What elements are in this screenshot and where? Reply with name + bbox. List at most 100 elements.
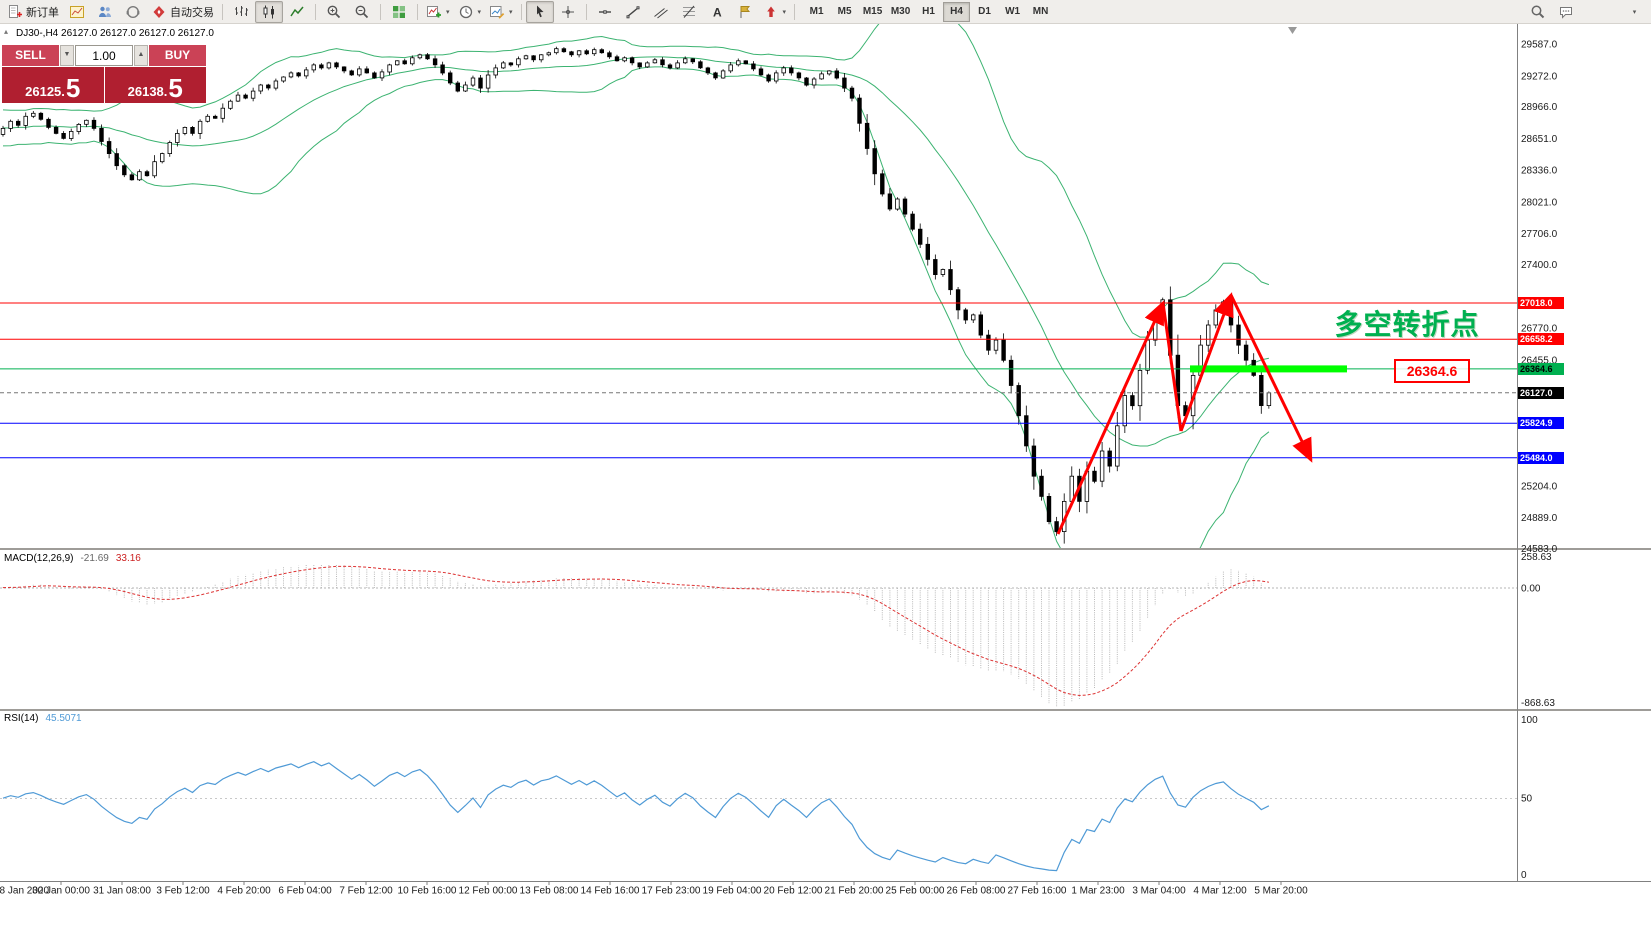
line-chart-icon: [290, 6, 304, 16]
symbol-ohlc-info: DJ30-,H4 26127.0 26127.0 26127.0 26127.0: [16, 28, 214, 39]
text-icon: A: [713, 5, 722, 19]
svg-text:258.63: 258.63: [1521, 552, 1552, 563]
toolbar-separator: [520, 3, 522, 20]
arrows-tool-button[interactable]: ▾: [759, 1, 791, 23]
channel-icon: [653, 7, 668, 18]
macd-main-value: -21.69: [80, 553, 109, 564]
svg-text:30 Jan 00:00: 30 Jan 00:00: [32, 886, 90, 897]
timeframe-d1-button[interactable]: D1: [978, 6, 991, 17]
svg-text:26 Feb 08:00: 26 Feb 08:00: [947, 886, 1006, 897]
svg-text:13 Feb 08:00: 13 Feb 08:00: [520, 886, 579, 897]
svg-text:1 Mar 23:00: 1 Mar 23:00: [1071, 886, 1125, 897]
svg-text:31 Jan 08:00: 31 Jan 08:00: [93, 886, 151, 897]
hline-tool-button[interactable]: [591, 1, 619, 23]
search-button[interactable]: [1524, 1, 1552, 23]
svg-text:-868.63: -868.63: [1521, 698, 1555, 709]
line-chart-button[interactable]: [283, 1, 311, 23]
label-tool-button[interactable]: [731, 1, 759, 23]
svg-text:10 Feb 16:00: 10 Feb 16:00: [398, 886, 457, 897]
templates-button[interactable]: ▾: [485, 1, 517, 23]
sell-price[interactable]: 26125. 5: [2, 67, 104, 103]
price-level-badge: 26658.2: [1518, 333, 1564, 345]
trendline-tool-button[interactable]: [619, 1, 647, 23]
periods-button[interactable]: ▾: [454, 1, 486, 23]
new-chart-button[interactable]: [63, 1, 91, 23]
volume-increase-button[interactable]: ▲: [134, 45, 148, 66]
fibonacci-icon: [682, 5, 695, 18]
svg-text:24889.0: 24889.0: [1521, 513, 1558, 524]
crosshair-icon: [561, 5, 574, 18]
search-icon: [1531, 5, 1545, 18]
main-toolbar: 新订单 自动交易 ▾ ▾ ▾: [0, 0, 1651, 24]
trendline-icon: [626, 5, 640, 18]
bar-chart-icon: [235, 5, 248, 16]
svg-text:25 Feb 00:00: 25 Feb 00:00: [886, 886, 945, 897]
horizontal-line-icon: [598, 9, 611, 14]
timeframe-h1-button[interactable]: H1: [922, 6, 935, 17]
toolbar-separator: [315, 3, 316, 20]
chat-icon: [1560, 6, 1572, 19]
autotrading-label: 自动交易: [170, 6, 214, 19]
fibonacci-tool-button[interactable]: [675, 1, 703, 23]
buy-price-pip: 5: [168, 73, 183, 103]
timeframe-h4-button[interactable]: H4: [943, 1, 971, 22]
toolbar-overflow-button[interactable]: ▾: [1632, 8, 1637, 16]
buy-price-main: 26138.: [127, 84, 168, 99]
tile-windows-button[interactable]: [385, 1, 413, 23]
timeframe-m30-button[interactable]: M30: [890, 6, 911, 17]
bar-chart-button[interactable]: [227, 1, 255, 23]
volume-input[interactable]: [75, 45, 133, 66]
channel-tool-button[interactable]: [647, 1, 675, 23]
sell-button[interactable]: SELL: [2, 45, 59, 66]
text-tool-button[interactable]: A: [703, 1, 731, 23]
timeframe-w1-button[interactable]: W1: [1005, 6, 1021, 17]
new-order-button[interactable]: 新订单: [3, 1, 63, 23]
zoom-out-button[interactable]: [348, 1, 376, 23]
svg-text:50: 50: [1521, 794, 1533, 805]
timeframe-m1-button[interactable]: M1: [809, 6, 824, 17]
chevron-down-icon: ▾: [446, 8, 450, 16]
crosshair-button[interactable]: [554, 1, 582, 23]
price-level-badge: 26127.0: [1518, 387, 1564, 399]
svg-text:20 Feb 12:00: 20 Feb 12:00: [764, 886, 823, 897]
chevron-down-icon: ▾: [477, 8, 482, 16]
zoom-in-button[interactable]: [320, 1, 348, 23]
time-axis[interactable]: [0, 882, 1651, 899]
svg-text:100: 100: [1521, 715, 1538, 726]
autotrading-button[interactable]: 自动交易: [147, 1, 218, 23]
svg-text:7 Feb 12:00: 7 Feb 12:00: [339, 886, 393, 897]
volume-decrease-button[interactable]: ▼: [60, 45, 74, 66]
candlestick-chart-button[interactable]: [255, 0, 283, 23]
indicators-button[interactable]: ▾: [422, 1, 454, 23]
price-level-badge: 27018.0: [1518, 297, 1564, 309]
support-icon: [126, 5, 140, 18]
new-chart-icon: [70, 5, 84, 18]
profiles-button[interactable]: [91, 1, 119, 23]
chat-button[interactable]: [1552, 1, 1580, 23]
timeframe-m5-button[interactable]: M5: [837, 6, 852, 17]
zoom-in-icon: [327, 5, 341, 18]
timeframe-m15-button[interactable]: M15: [862, 6, 883, 17]
tile-windows-icon: [393, 5, 405, 18]
buy-price[interactable]: 26138. 5: [104, 67, 206, 103]
price-level-badge: 26364.6: [1518, 363, 1564, 375]
svg-text:19 Feb 04:00: 19 Feb 04:00: [703, 886, 762, 897]
svg-text:28966.0: 28966.0: [1521, 102, 1558, 113]
svg-text:28 Jan 2020: 28 Jan 2020: [0, 886, 49, 897]
toolbar-separator: [794, 3, 796, 20]
timeframe-mn-button[interactable]: MN: [1032, 6, 1049, 17]
svg-text:24583.0: 24583.0: [1521, 544, 1558, 555]
buy-button[interactable]: BUY: [149, 45, 206, 66]
cursor-button[interactable]: [525, 0, 554, 23]
clock-icon: [459, 5, 472, 18]
support-button[interactable]: [119, 1, 147, 23]
macd-signal-value: 33.16: [115, 553, 141, 564]
candlestick-icon: [263, 5, 274, 18]
sell-price-pip: 5: [65, 73, 81, 103]
autotrading-icon: [153, 5, 165, 18]
one-click-collapse-button[interactable]: ▴: [4, 27, 9, 36]
svg-text:5 Mar 20:00: 5 Mar 20:00: [1254, 886, 1308, 897]
arrow-shape-icon: [766, 6, 775, 17]
rsi-value: 45.5071: [45, 713, 82, 724]
